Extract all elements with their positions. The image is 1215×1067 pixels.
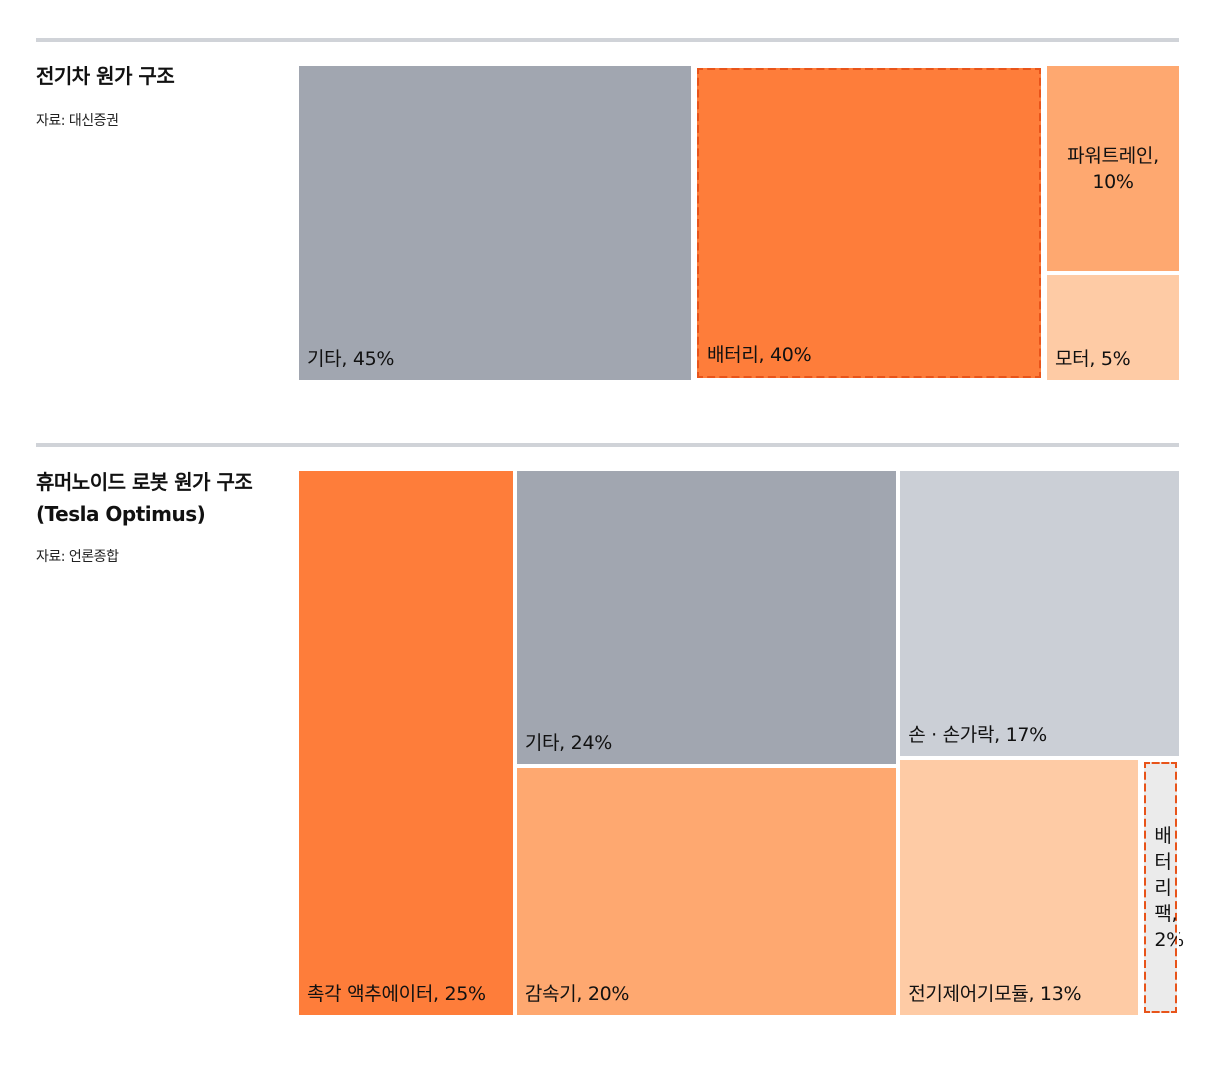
treemap-cell: 파워트레인, 10% xyxy=(1047,66,1179,272)
treemap-cell: 배터리팩, 2% xyxy=(1141,760,1184,1015)
source: 자료: 대신증권 xyxy=(36,113,119,129)
data-label: 감속기, 20% xyxy=(524,982,630,1005)
source: 자료: 언론종합 xyxy=(36,549,119,565)
treemap-cell: 기타, 45% xyxy=(299,66,691,380)
treemap-cell: 감속기, 20% xyxy=(516,767,897,1015)
data-label: 파워트레인, 10% xyxy=(1067,144,1159,193)
data-label: 기타, 45% xyxy=(307,348,395,370)
data-label: 손 · 손가락, 17% xyxy=(908,724,1047,746)
data-label: 모터, 5% xyxy=(1055,347,1131,370)
treemap-cell: 배터리, 40% xyxy=(695,66,1043,380)
data-label: 촉각 액추에이터, 25% xyxy=(307,983,486,1005)
data-label: 전기제어기모듈, 13% xyxy=(908,983,1082,1005)
treemap-cell: 모터, 5% xyxy=(1047,275,1179,380)
chart-title: 휴머노이드 로봇 원가 구조 (Tesla Optimus) xyxy=(36,470,253,526)
data-label: 배터리, 40% xyxy=(707,344,812,366)
treemap-cell: 전기제어기모듈, 13% xyxy=(900,760,1138,1015)
treemap-cell: 손 · 손가락, 17% xyxy=(900,471,1179,756)
divider xyxy=(36,443,1179,447)
divider xyxy=(36,38,1179,42)
chart-title: 전기차 원가 구조 xyxy=(36,64,175,88)
treemap-cell: 기타, 24% xyxy=(516,471,897,764)
data-label: 기타, 24% xyxy=(524,731,612,754)
data-label: 배터리팩, 2% xyxy=(1154,824,1184,951)
treemap-cell: 촉각 액추에이터, 25% xyxy=(299,471,513,1015)
